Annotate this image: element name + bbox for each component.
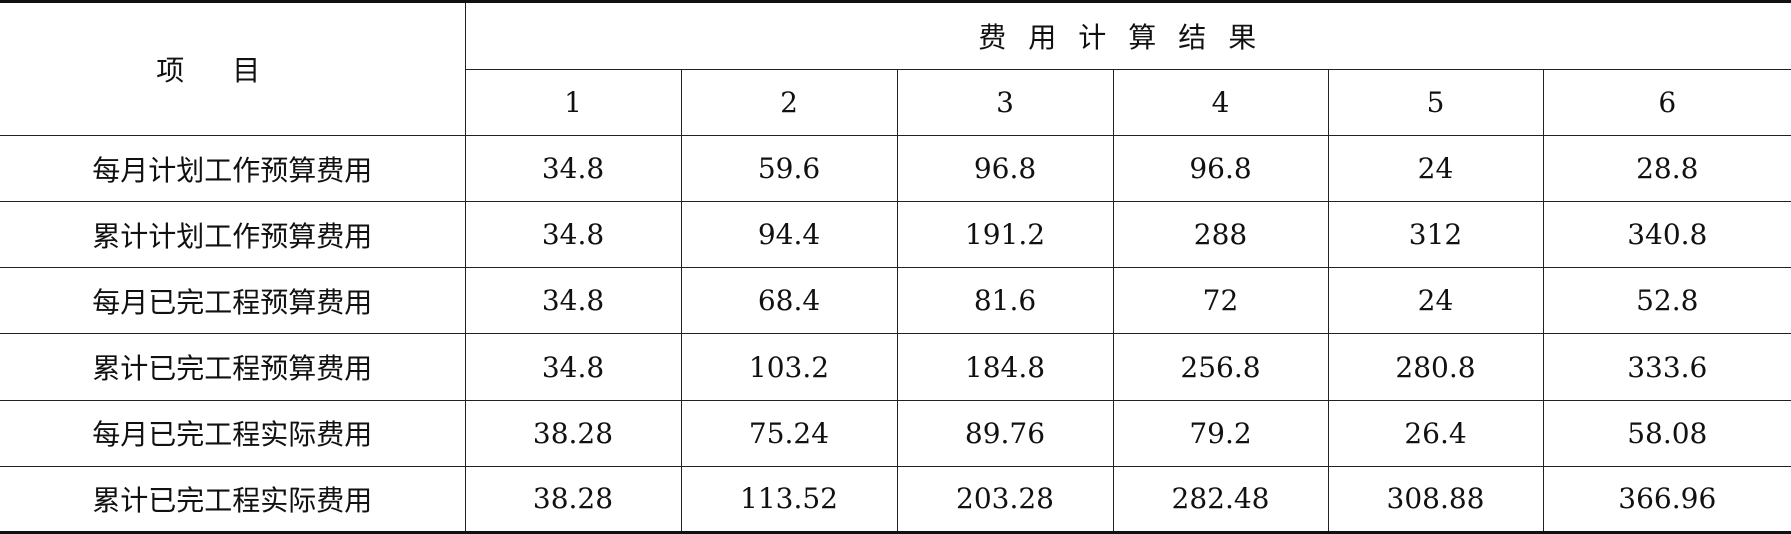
table-cell: 34.8 bbox=[464, 333, 682, 401]
table-cell: 34.8 bbox=[464, 201, 682, 269]
table-cell: 59.6 bbox=[680, 134, 898, 203]
table-cell: 24 bbox=[1327, 134, 1544, 203]
table-cell: 34.8 bbox=[464, 134, 682, 203]
table-cell: 28.8 bbox=[1542, 134, 1791, 203]
row-label: 每月已完工程实际费用 bbox=[0, 399, 466, 467]
table-row: 每月已完工程预算费用 34.8 68.4 81.6 72 24 52.8 bbox=[0, 267, 1791, 335]
table-cell: 58.08 bbox=[1542, 399, 1791, 467]
row-label: 累计已完工程预算费用 bbox=[0, 333, 466, 401]
column-header: 5 bbox=[1327, 69, 1544, 136]
table-row: 累计已完工程预算费用 34.8 103.2 184.8 256.8 280.8 333.6 bbox=[0, 333, 1791, 401]
table-cell: 333.6 bbox=[1542, 333, 1791, 401]
table-row: 每月已完工程实际费用 38.28 75.24 89.76 79.2 26.4 58.08 bbox=[0, 399, 1791, 467]
table-cell: 308.88 bbox=[1327, 465, 1544, 534]
table-cell: 96.8 bbox=[896, 134, 1114, 203]
row-label: 累计计划工作预算费用 bbox=[0, 201, 466, 269]
column-header: 3 bbox=[896, 69, 1114, 136]
table-cell: 72 bbox=[1112, 267, 1329, 335]
table-cell: 26.4 bbox=[1327, 399, 1544, 467]
table-cell: 103.2 bbox=[680, 333, 898, 401]
table-cell: 191.2 bbox=[896, 201, 1114, 269]
table-cell: 75.24 bbox=[680, 399, 898, 467]
table-row: 累计已完工程实际费用 38.28 113.52 203.28 282.48 308.88 3… bbox=[0, 465, 1791, 534]
table-row: 每月计划工作预算费用 34.8 59.6 96.8 96.8 24 28.8 bbox=[0, 134, 1791, 203]
column-header: 2 bbox=[680, 69, 898, 136]
column-header: 4 bbox=[1112, 69, 1329, 136]
table-cell: 96.8 bbox=[1112, 134, 1329, 203]
column-header: 6 bbox=[1542, 69, 1791, 136]
column-header: 1 bbox=[465, 69, 682, 136]
table-cell: 282.48 bbox=[1112, 465, 1329, 534]
table-cell: 81.6 bbox=[896, 267, 1114, 335]
table-cell: 340.8 bbox=[1542, 201, 1791, 269]
table-row: 累计计划工作预算费用 34.8 94.4 191.2 288 312 340.8 bbox=[0, 201, 1791, 269]
table-cell: 312 bbox=[1327, 201, 1544, 269]
table-cell: 288 bbox=[1112, 201, 1329, 269]
table-cell: 366.96 bbox=[1542, 465, 1791, 534]
table-cell: 184.8 bbox=[896, 333, 1114, 401]
row-label: 每月已完工程预算费用 bbox=[0, 267, 466, 335]
table-cell: 38.28 bbox=[464, 399, 682, 467]
table-cell: 34.8 bbox=[464, 267, 682, 335]
row-label: 累计已完工程实际费用 bbox=[0, 465, 466, 534]
table-cell: 52.8 bbox=[1542, 267, 1791, 335]
table-cell: 113.52 bbox=[680, 465, 898, 534]
table-cell: 280.8 bbox=[1327, 333, 1544, 401]
table-cell: 24 bbox=[1327, 267, 1544, 335]
table-cell: 94.4 bbox=[680, 201, 898, 269]
table-cell: 38.28 bbox=[464, 465, 682, 534]
table-cell: 68.4 bbox=[680, 267, 898, 335]
table-cell: 89.76 bbox=[896, 399, 1114, 467]
item-header: 项目 bbox=[0, 0, 466, 136]
table-cell: 79.2 bbox=[1112, 399, 1329, 467]
table-cell: 203.28 bbox=[896, 465, 1114, 534]
table-cell: 256.8 bbox=[1112, 333, 1329, 401]
group-header: 费用计算结果 bbox=[464, 0, 1791, 70]
row-label: 每月计划工作预算费用 bbox=[0, 134, 466, 203]
